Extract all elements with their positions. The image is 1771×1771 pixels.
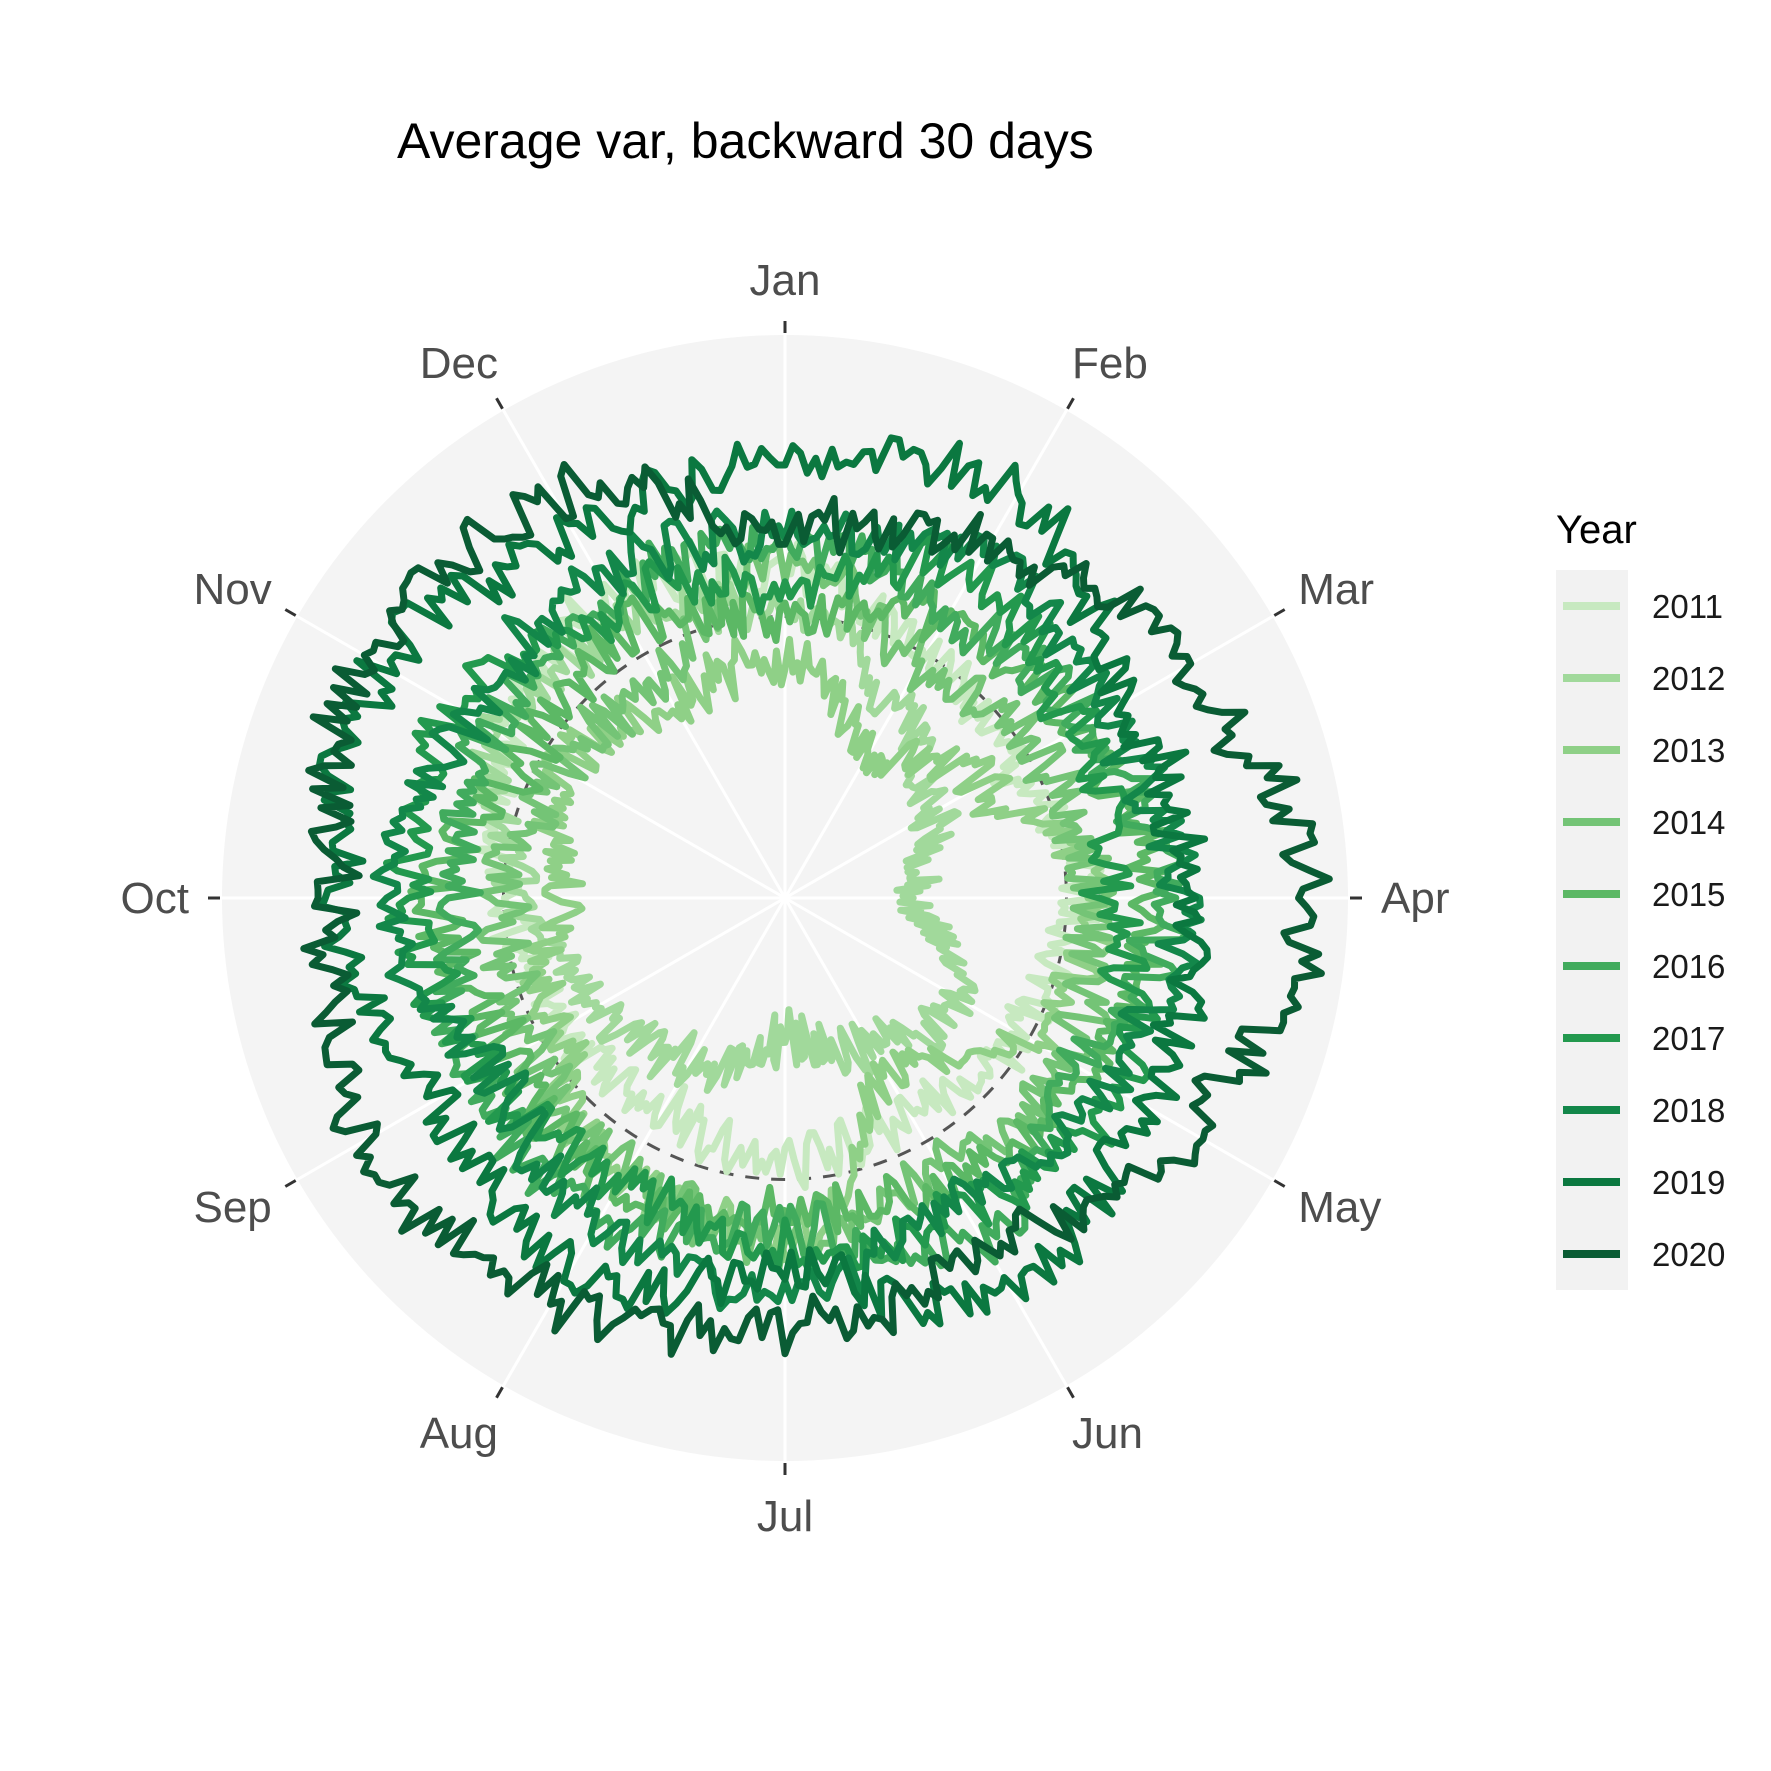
tick-dec bbox=[495, 397, 504, 410]
legend-title: Year bbox=[1556, 508, 1637, 552]
series-lines bbox=[300, 434, 1333, 1358]
month-label-jan: Jan bbox=[750, 256, 821, 305]
legend-label-2015: 2015 bbox=[1652, 876, 1725, 913]
month-label-apr: Apr bbox=[1381, 874, 1449, 923]
month-label-jun: Jun bbox=[1072, 1409, 1143, 1458]
month-label-sep: Sep bbox=[193, 1183, 271, 1232]
month-label-dec: Dec bbox=[420, 339, 498, 388]
month-label-aug: Aug bbox=[420, 1409, 498, 1458]
legend-label-2014: 2014 bbox=[1652, 804, 1725, 841]
tick-may bbox=[1273, 1179, 1286, 1188]
series-line-2012 bbox=[468, 577, 979, 1094]
series-line-2019 bbox=[316, 434, 1211, 1328]
tick-aug bbox=[495, 1386, 504, 1399]
month-label-jul: Jul bbox=[757, 1492, 813, 1541]
tick-sep bbox=[284, 1179, 297, 1188]
month-label-feb: Feb bbox=[1072, 339, 1148, 388]
month-label-nov: Nov bbox=[194, 565, 272, 614]
tick-mar bbox=[1273, 608, 1286, 617]
chart-title: Average var, backward 30 days bbox=[397, 113, 1094, 169]
tick-jun bbox=[1066, 1386, 1075, 1399]
legend-entries: 2011 2012 2013 2014 2015 2016 2017 2018 2019 2020 bbox=[1563, 588, 1725, 1273]
legend-label-2018: 2018 bbox=[1652, 1092, 1725, 1129]
legend-key-background bbox=[1556, 570, 1628, 1290]
legend-label-2016: 2016 bbox=[1652, 948, 1725, 985]
legend-label-2020: 2020 bbox=[1652, 1236, 1725, 1273]
legend-label-2013: 2013 bbox=[1652, 732, 1725, 769]
month-axis: Jan Feb Mar Apr May Jun Jul Aug Sep Oct Nov Dec bbox=[121, 256, 1450, 1541]
legend-label-2011: 2011 bbox=[1652, 588, 1723, 625]
tick-feb bbox=[1066, 397, 1075, 410]
legend-label-2017: 2017 bbox=[1652, 1020, 1725, 1057]
series-line-2020 bbox=[300, 461, 1333, 1358]
legend-label-2019: 2019 bbox=[1652, 1164, 1725, 1201]
month-label-mar: Mar bbox=[1298, 565, 1374, 614]
legend: Year 20112012201320142015201620172018201… bbox=[1556, 508, 1725, 1290]
tick-nov bbox=[284, 608, 297, 617]
month-label-may: May bbox=[1298, 1183, 1381, 1232]
legend-label-2012: 2012 bbox=[1652, 660, 1725, 697]
month-label-oct: Oct bbox=[121, 874, 189, 923]
